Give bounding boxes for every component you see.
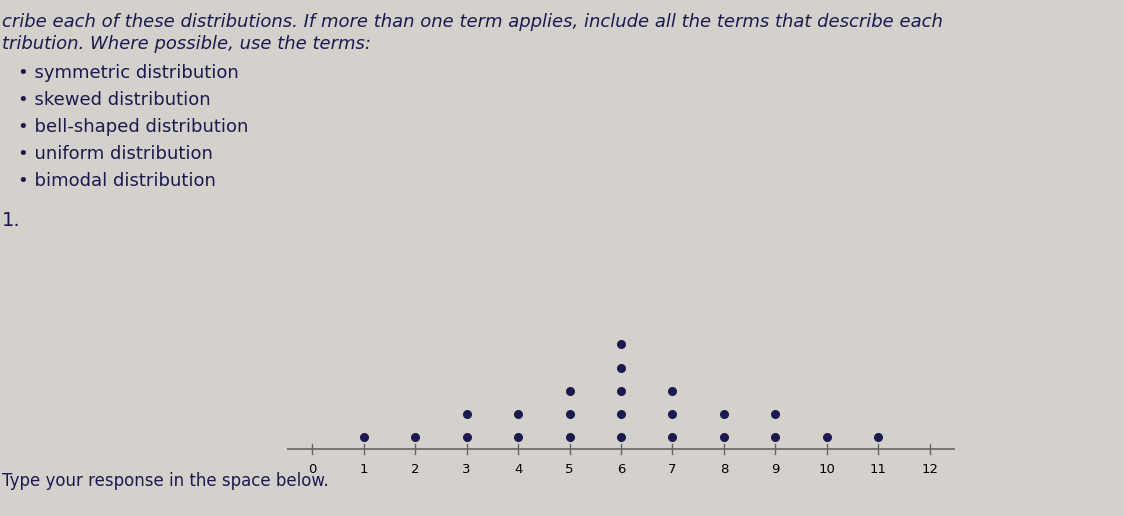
Text: 1: 1 [360, 463, 368, 476]
Text: 0: 0 [308, 463, 317, 476]
Text: 7: 7 [668, 463, 677, 476]
Text: 5: 5 [565, 463, 574, 476]
Text: 11: 11 [870, 463, 887, 476]
Text: tribution. Where possible, use the terms:: tribution. Where possible, use the terms… [2, 35, 371, 53]
Text: 12: 12 [922, 463, 939, 476]
Text: 6: 6 [617, 463, 625, 476]
Text: 9: 9 [771, 463, 780, 476]
Text: 8: 8 [719, 463, 728, 476]
Text: 3: 3 [462, 463, 471, 476]
Text: • symmetric distribution: • symmetric distribution [18, 64, 238, 82]
Text: • skewed distribution: • skewed distribution [18, 91, 210, 109]
Text: • bimodal distribution: • bimodal distribution [18, 172, 216, 190]
Text: cribe each of these distributions. If more than one term applies, include all th: cribe each of these distributions. If mo… [2, 13, 943, 31]
Text: 2: 2 [411, 463, 419, 476]
Text: 1.: 1. [2, 211, 20, 230]
Text: 10: 10 [818, 463, 835, 476]
Text: • uniform distribution: • uniform distribution [18, 145, 212, 163]
Text: 4: 4 [514, 463, 523, 476]
Text: Type your response in the space below.: Type your response in the space below. [2, 472, 328, 490]
Text: • bell-shaped distribution: • bell-shaped distribution [18, 118, 248, 136]
